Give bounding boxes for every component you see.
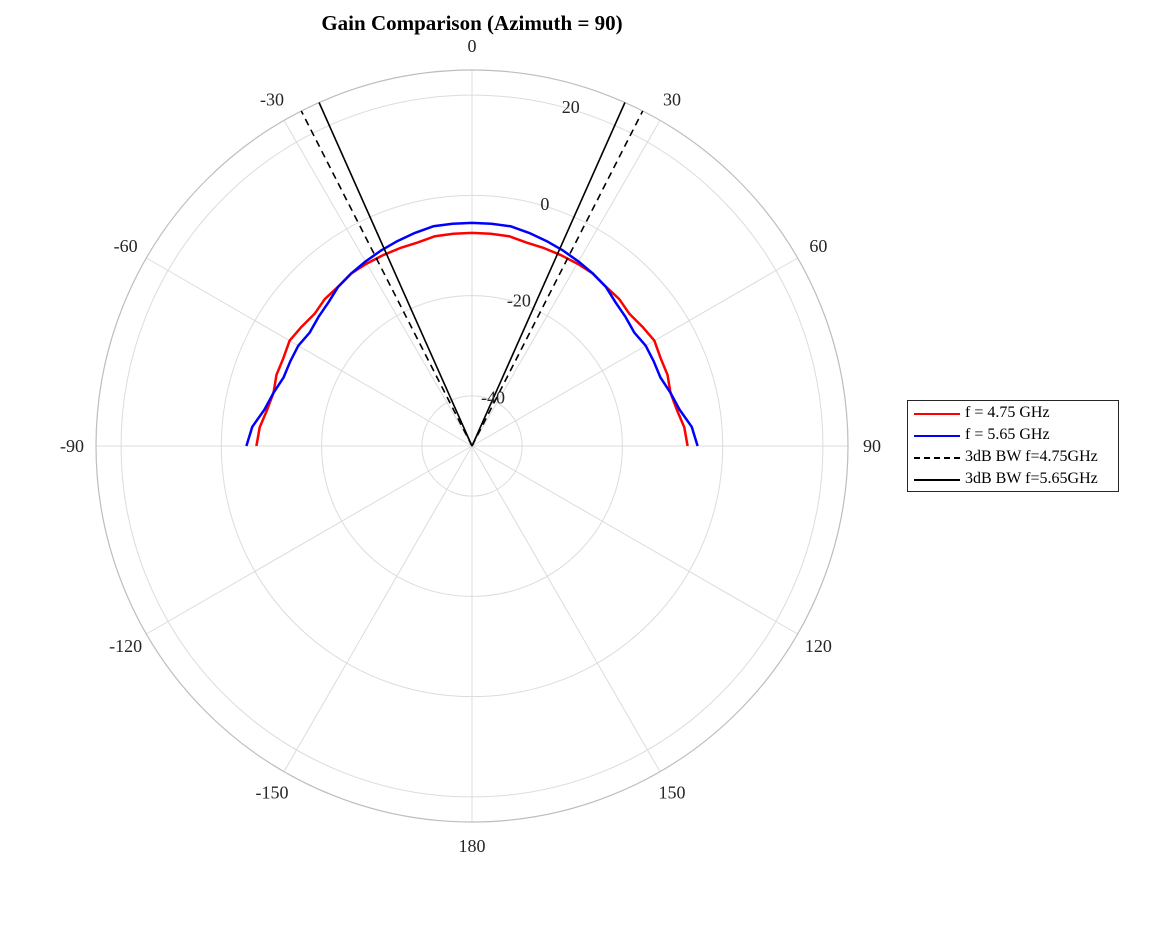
theta-tick-label: 30 bbox=[663, 90, 681, 110]
legend-label-bw565: 3dB BW f=5.65GHz bbox=[965, 470, 1098, 487]
grid-ring bbox=[421, 395, 523, 497]
grid-spoke bbox=[146, 257, 473, 447]
polar-grid bbox=[95, 69, 849, 823]
legend-label-f565: f = 5.65 GHz bbox=[965, 426, 1050, 443]
series-layer bbox=[245, 102, 699, 447]
series-line-f565 bbox=[245, 221, 699, 447]
r-tick-label: -40 bbox=[481, 388, 505, 408]
bw-line-bw565-1 bbox=[471, 102, 626, 447]
r-tick-label: 0 bbox=[540, 194, 549, 214]
legend-item-bw565: 3dB BW f=5.65GHz bbox=[908, 469, 1118, 490]
bw-line-bw475-1 bbox=[471, 110, 644, 447]
legend-item-f565: f = 5.65 GHz bbox=[908, 425, 1118, 446]
outer-ring bbox=[95, 69, 849, 823]
legend-item-bw475: 3dB BW f=4.75GHz bbox=[908, 447, 1118, 468]
theta-tick-label: 180 bbox=[459, 836, 486, 856]
legend-swatch-f565 bbox=[914, 435, 960, 437]
grid-ring bbox=[120, 94, 824, 798]
legend-swatch-bw475 bbox=[914, 457, 960, 459]
theta-tick-label: 120 bbox=[805, 636, 832, 656]
grid-spoke bbox=[283, 445, 473, 772]
theta-tick-label: 90 bbox=[863, 436, 881, 456]
legend-label-f475: f = 4.75 GHz bbox=[965, 404, 1050, 421]
legend-item-f475: f = 4.75 GHz bbox=[908, 403, 1118, 424]
grid-spoke bbox=[471, 445, 798, 635]
theta-tick-label: -150 bbox=[256, 782, 289, 802]
theta-tick-label: 60 bbox=[809, 236, 827, 256]
tick-layer: 0 30 60 90 120 150 180 -150 -120 -90 -60 -30 -40 -20 0… bbox=[60, 36, 881, 856]
theta-tick-label: -60 bbox=[114, 236, 138, 256]
bw-line-bw565-0 bbox=[318, 102, 473, 447]
grid-spoke bbox=[283, 120, 473, 447]
legend: f = 4.75 GHz f = 5.65 GHz 3dB BW f=4.75G… bbox=[907, 400, 1119, 492]
grid-spoke bbox=[471, 445, 661, 772]
r-tick-label: 20 bbox=[562, 97, 580, 117]
legend-swatch-bw565 bbox=[914, 479, 960, 481]
theta-tick-label: 150 bbox=[659, 782, 686, 802]
series-line-f475 bbox=[255, 231, 689, 447]
theta-tick-label: 0 bbox=[468, 36, 477, 56]
legend-swatch-f475 bbox=[914, 413, 960, 415]
grid-spoke bbox=[146, 445, 473, 635]
chart-title: Gain Comparison (Azimuth = 90) bbox=[321, 11, 622, 35]
theta-tick-label: -120 bbox=[109, 636, 142, 656]
grid-spoke bbox=[471, 257, 798, 447]
grid-spoke bbox=[471, 120, 661, 447]
r-tick-label: -20 bbox=[507, 291, 531, 311]
bw-line-bw475-0 bbox=[300, 110, 473, 447]
grid-ring bbox=[220, 194, 724, 698]
theta-tick-label: -30 bbox=[260, 90, 284, 110]
grid-ring bbox=[321, 295, 623, 597]
legend-label-bw475: 3dB BW f=4.75GHz bbox=[965, 448, 1098, 465]
theta-tick-label: -90 bbox=[60, 436, 84, 456]
